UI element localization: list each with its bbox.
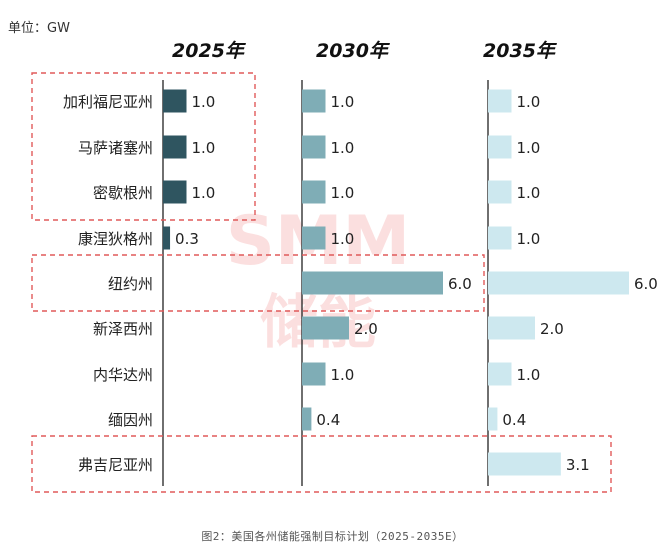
data-label: 6.0 — [634, 275, 658, 293]
data-label: 1.0 — [517, 93, 541, 111]
panel-header-2: 2035年 — [483, 40, 558, 62]
data-label: 6.0 — [448, 275, 472, 293]
category-label: 缅因州 — [108, 411, 153, 429]
data-label: 0.4 — [316, 411, 340, 429]
data-label: 1.0 — [517, 366, 541, 384]
bar — [302, 180, 326, 204]
bar — [302, 362, 326, 386]
bar — [163, 180, 187, 204]
data-label: 1.0 — [331, 184, 355, 202]
data-label: 1.0 — [331, 139, 355, 157]
category-label: 康涅狄格州 — [78, 230, 153, 248]
category-label: 内华达州 — [93, 366, 153, 384]
data-label: 1.0 — [192, 139, 216, 157]
bar — [302, 135, 326, 159]
highlight-box-1 — [31, 254, 485, 312]
data-label: 1.0 — [517, 184, 541, 202]
category-label: 加利福尼亚州 — [63, 93, 153, 111]
data-label: 1.0 — [331, 230, 355, 248]
highlight-box-2 — [31, 435, 612, 493]
bar — [163, 135, 187, 159]
bar — [302, 226, 326, 250]
bar — [488, 452, 561, 476]
bar — [488, 89, 512, 113]
data-label: 1.0 — [331, 366, 355, 384]
data-label: 0.3 — [175, 230, 199, 248]
data-label: 2.0 — [354, 320, 378, 338]
data-label: 3.1 — [566, 456, 590, 474]
bar — [488, 135, 512, 159]
bar — [488, 407, 498, 431]
panel-header-0: 2025年 — [172, 40, 247, 62]
bar — [488, 226, 512, 250]
category-label: 密歇根州 — [93, 184, 153, 202]
bar — [488, 316, 535, 340]
data-label: 1.0 — [192, 184, 216, 202]
figure-caption: 图2：美国各州储能强制目标计划（2025-2035E） — [201, 530, 464, 543]
bar — [302, 89, 326, 113]
data-label: 1.0 — [192, 93, 216, 111]
bar — [488, 271, 629, 295]
bar — [488, 362, 512, 386]
data-label: 1.0 — [517, 230, 541, 248]
bar — [163, 226, 171, 250]
data-label: 1.0 — [517, 139, 541, 157]
category-label: 新泽西州 — [93, 320, 153, 338]
bar — [163, 89, 187, 113]
highlight-box-0 — [31, 72, 256, 221]
category-label: 弗吉尼亚州 — [78, 456, 153, 474]
bar — [488, 180, 512, 204]
unit-label: 单位：GW — [8, 21, 70, 36]
bar — [302, 407, 312, 431]
data-label: 0.4 — [502, 411, 526, 429]
bar — [302, 316, 349, 340]
bar — [302, 271, 443, 295]
category-label: 马萨诸塞州 — [78, 139, 153, 157]
data-label: 1.0 — [331, 93, 355, 111]
category-label: 纽约州 — [108, 275, 153, 293]
panel-header-1: 2030年 — [316, 40, 391, 62]
data-label: 2.0 — [540, 320, 564, 338]
